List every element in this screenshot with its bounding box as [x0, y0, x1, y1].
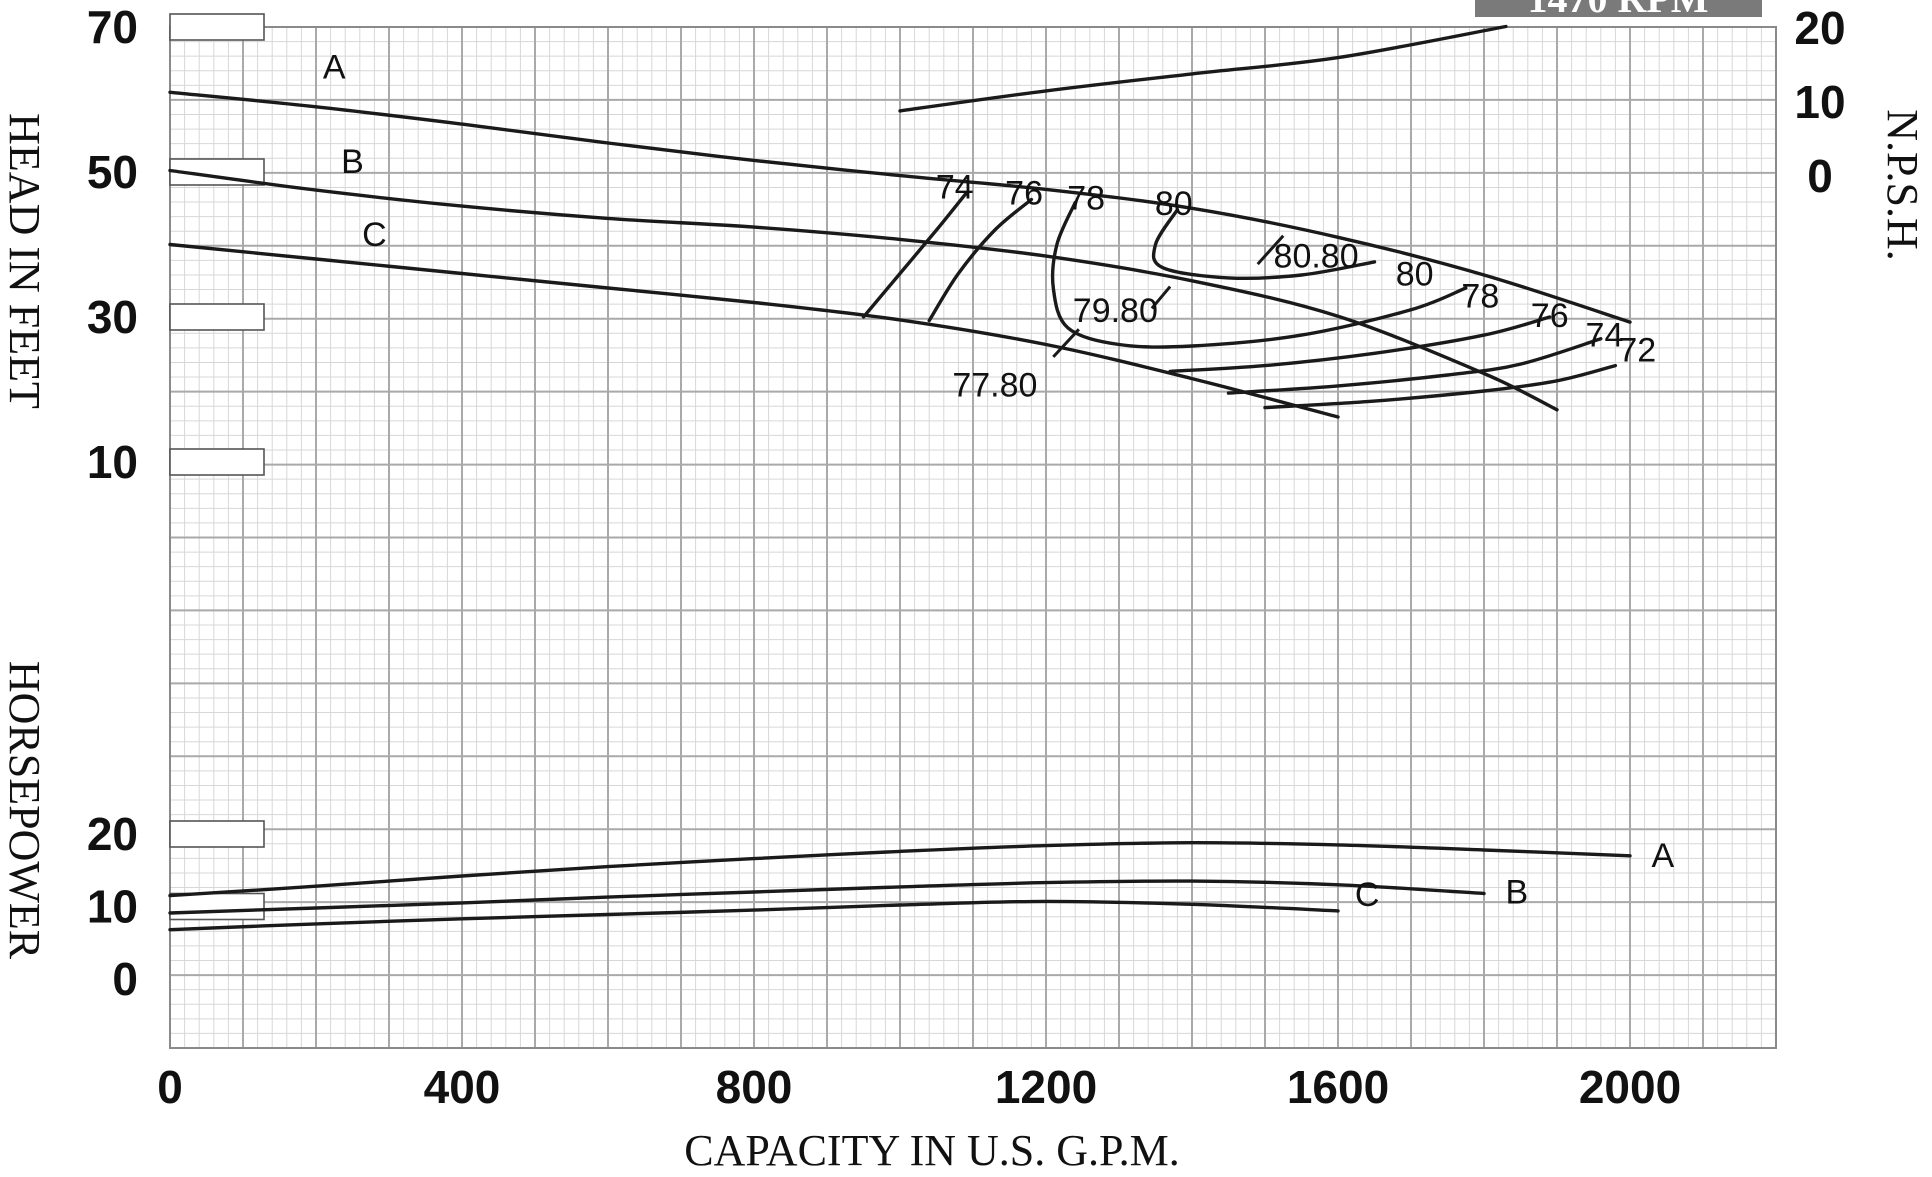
- rpm-badge: 1470 RPM: [1475, 0, 1762, 21]
- efficiency-label: 80: [1155, 185, 1193, 223]
- tick-marker-box: [169, 448, 265, 476]
- horsepower-tick-label: 20: [87, 808, 138, 860]
- horsepower-tick-label: 10: [87, 881, 138, 933]
- efficiency-contour-74-5: [1226, 337, 1603, 395]
- efficiency-contour-72-6: [1263, 363, 1618, 410]
- efficiency-label: 79.80: [1073, 292, 1158, 330]
- annotation-leader: [1256, 234, 1285, 266]
- curves: [168, 24, 1632, 932]
- x-tick-label: 1200: [995, 1061, 1097, 1113]
- horsepower-curve-a: [168, 840, 1632, 898]
- tick-marker-box: [169, 303, 265, 331]
- efficiency-contour-76-1: [927, 197, 1034, 323]
- horsepower-curve-label-c: C: [1355, 876, 1380, 914]
- x-tick-label: 1600: [1287, 1061, 1389, 1113]
- horsepower-axis-title: HORSEPOWER: [0, 661, 49, 960]
- efficiency-label: 74: [936, 169, 974, 207]
- x-tick-label: 2000: [1579, 1061, 1681, 1113]
- tick-marker-box: [169, 892, 265, 921]
- efficiency-contour-80-3: [1151, 208, 1377, 281]
- x-tick-label: 800: [716, 1061, 793, 1113]
- npsh-tick-label: 20: [1794, 2, 1845, 54]
- efficiency-label: 72: [1618, 332, 1656, 370]
- head-tick-label: 70: [87, 1, 138, 53]
- tick-marker-box: [169, 13, 265, 41]
- npsh-tick-label: 0: [1807, 150, 1833, 202]
- tick-labels: 0 400 800 1200 1600 2000 10 30 50 70 0 10 20 0 10 20: [87, 1, 1846, 1113]
- npsh-tick-label: 10: [1794, 76, 1845, 128]
- horsepower-curve-label-b: B: [1506, 873, 1529, 911]
- horsepower-curve-c: [168, 899, 1340, 932]
- efficiency-label: 74: [1586, 316, 1624, 354]
- efficiency-label: 77.80: [952, 366, 1037, 404]
- annotation-leader: [1052, 328, 1080, 358]
- head-curve-b: [168, 168, 1559, 412]
- head-tick-label: 30: [87, 291, 138, 343]
- x-tick-label: 0: [157, 1061, 183, 1113]
- efficiency-contour-78-2: [1050, 200, 1468, 349]
- efficiency-label: 80: [1396, 256, 1434, 294]
- annotation-leader: [1150, 285, 1172, 310]
- head-axis-title: HEAD IN FEET: [0, 113, 49, 409]
- horsepower-curve-label-a: A: [1652, 837, 1675, 875]
- plot-frame: [169, 26, 1777, 1049]
- head-curve-c: [168, 242, 1340, 419]
- horsepower-curve-b: [168, 879, 1486, 915]
- horsepower-tick-label: 0: [112, 953, 138, 1005]
- head-tick-label: 50: [87, 146, 138, 198]
- tick-marker-box: [169, 820, 265, 848]
- head-tick-label: 10: [87, 436, 138, 488]
- npsh-curve: [898, 24, 1508, 113]
- efficiency-contour-74-0: [861, 192, 968, 319]
- head-curve-label-a: A: [323, 48, 346, 86]
- x-tick-label: 400: [424, 1061, 501, 1113]
- efficiency-label: 76: [1531, 297, 1569, 335]
- efficiency-label: 78: [1461, 277, 1499, 315]
- rpm-label: 1470 RPM: [1527, 0, 1708, 21]
- rpm-badge-box: [1475, 0, 1762, 17]
- head-curve-label-c: C: [362, 216, 387, 254]
- head-curve-label-b: B: [341, 143, 364, 181]
- efficiency-label: 80.80: [1274, 237, 1359, 275]
- efficiency-contour-76-4: [1168, 315, 1552, 374]
- efficiency-label: 78: [1067, 179, 1105, 217]
- efficiency-label: 76: [1005, 174, 1043, 212]
- x-axis-title: CAPACITY IN U.S. G.P.M.: [684, 1126, 1180, 1175]
- npsh-axis-title: N.P.S.H.: [1878, 109, 1927, 261]
- head-curve-a: [168, 90, 1632, 324]
